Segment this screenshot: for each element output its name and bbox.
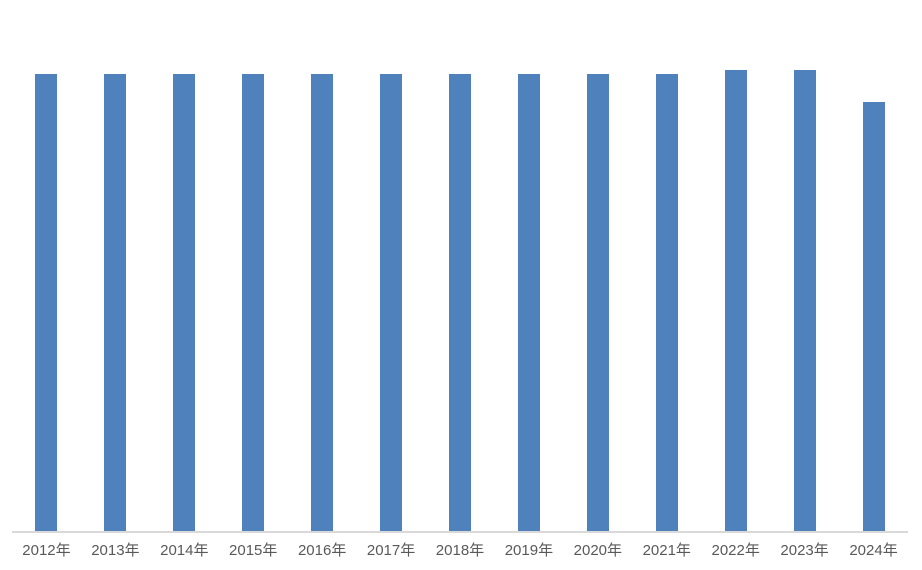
plot-area: [12, 0, 908, 533]
bar-2015年: [242, 73, 265, 531]
bar-column: [357, 0, 426, 531]
x-axis-label: 2019年: [504, 542, 554, 559]
bar-2016年: [311, 73, 334, 531]
x-axis-label: 2015年: [229, 542, 278, 559]
bar-2012年: [35, 73, 58, 531]
x-axis-labels: 2012年 2013年 2014年 2015年 2016年 2017年 2018年 2019年…: [12, 541, 908, 561]
bar-column: [494, 0, 563, 531]
x-axis-label: 2023年: [780, 542, 829, 559]
bar-column: [426, 0, 495, 531]
bar-2024年: [862, 102, 885, 531]
bar-2019年: [517, 73, 540, 531]
bar-column: [701, 0, 770, 531]
x-axis-label: 2024年: [849, 542, 898, 559]
bar-column: [632, 0, 701, 531]
x-axis-label: 2014年: [160, 542, 209, 559]
bar-column: [770, 0, 839, 531]
x-axis-label: 2021年: [642, 542, 691, 559]
x-axis-label: 2013年: [91, 542, 140, 559]
bar-column: [150, 0, 219, 531]
bar-column: [12, 0, 81, 531]
bar-column: [219, 0, 288, 531]
x-axis-label: 2020年: [573, 542, 623, 559]
bar-2013年: [104, 73, 127, 531]
bar-column: [563, 0, 632, 531]
bar-2014年: [173, 73, 196, 531]
x-axis-label: 2016年: [297, 542, 347, 559]
x-axis-label: 2022年: [711, 542, 760, 559]
bar-2017年: [380, 73, 403, 531]
bar-column: [839, 0, 908, 531]
bar-2022年: [724, 69, 747, 531]
bar-2020年: [586, 73, 609, 531]
bar-column: [81, 0, 150, 531]
bar-2021年: [655, 73, 678, 531]
x-axis-label: 2017年: [366, 542, 416, 559]
x-axis-label: 2018年: [435, 542, 485, 559]
bar-2018年: [448, 73, 471, 531]
bar-2023年: [793, 69, 816, 531]
x-axis-label: 2012年: [22, 542, 71, 559]
bar-column: [288, 0, 357, 531]
